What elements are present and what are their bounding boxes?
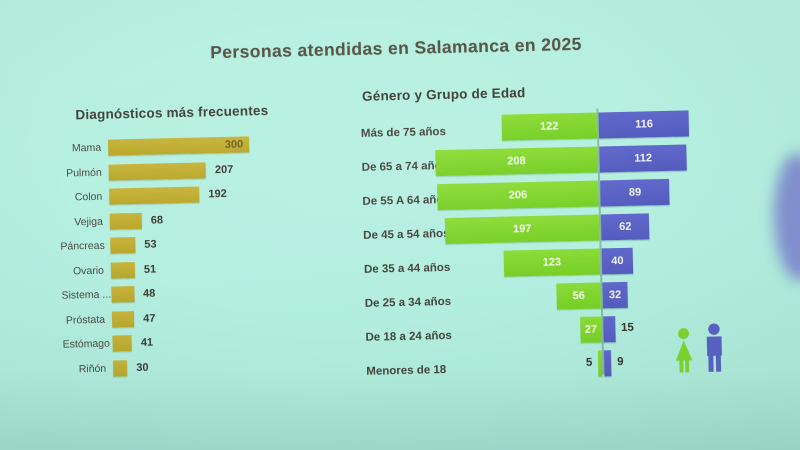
value-label: 51 bbox=[143, 263, 157, 276]
category-label: Estómago bbox=[62, 337, 111, 351]
value-label: 68 bbox=[150, 213, 164, 227]
male-value-label: 15 bbox=[620, 321, 635, 335]
age-group-label: De 35 a 44 años bbox=[363, 261, 451, 276]
bar-row: Riñón 30 bbox=[63, 355, 343, 377]
bar-row: Próstata 47 bbox=[62, 306, 342, 328]
value-label: 47 bbox=[142, 312, 156, 325]
category-label: Páncreas bbox=[60, 239, 105, 253]
pyramid-row: Más de 75 años 122 116 bbox=[356, 109, 756, 144]
category-label: Pulmón bbox=[65, 166, 102, 180]
age-group-label: De 18 a 24 años bbox=[365, 329, 452, 344]
female-value-label: 56 bbox=[572, 289, 586, 303]
diagnosis-bar bbox=[111, 310, 135, 328]
diagnosis-bar: 300 bbox=[107, 136, 250, 156]
value-label: 48 bbox=[142, 287, 156, 300]
pyramid-row: De 55 A 64 años 206 89 bbox=[357, 177, 757, 212]
female-value-label: 5 bbox=[585, 356, 593, 369]
female-person-icon bbox=[675, 328, 693, 373]
male-value-label: 9 bbox=[617, 355, 624, 369]
diagnosis-bar bbox=[110, 237, 136, 254]
male-value-label: 40 bbox=[611, 254, 624, 268]
male-bar: 32 bbox=[602, 281, 628, 309]
female-bar: 122 bbox=[501, 112, 598, 141]
female-value-label: 197 bbox=[512, 223, 532, 236]
diagnosis-bar bbox=[111, 286, 135, 303]
value-label: 300 bbox=[224, 138, 244, 151]
female-bar: 208 bbox=[435, 146, 598, 177]
female-bar: 123 bbox=[503, 248, 601, 277]
male-bar bbox=[603, 350, 612, 377]
female-bar: 197 bbox=[445, 214, 600, 244]
diagnoses-chart-title: Diagnósticos más frecuentes bbox=[75, 102, 269, 123]
bar-row: Páncreas 53 bbox=[60, 232, 340, 254]
category-label: Ovario bbox=[72, 264, 105, 277]
male-bar: 62 bbox=[600, 213, 650, 241]
diagnosis-bar bbox=[109, 212, 142, 230]
pyramid-row: De 65 a 74 años 208 112 bbox=[356, 143, 756, 178]
category-label: Mama bbox=[71, 141, 102, 155]
pyramid-row: De 35 a 44 años 123 40 bbox=[359, 245, 759, 280]
female-bar: 27 bbox=[580, 316, 602, 343]
female-value-label: 27 bbox=[584, 323, 598, 336]
value-label: 53 bbox=[144, 238, 157, 251]
male-bar: 116 bbox=[598, 110, 690, 139]
male-value-label: 32 bbox=[608, 289, 622, 302]
value-label: 207 bbox=[214, 163, 234, 176]
male-person-icon bbox=[706, 323, 722, 372]
age-group-label: De 25 a 34 años bbox=[364, 295, 452, 310]
category-label: Próstata bbox=[65, 313, 106, 327]
diagnoses-bar-chart: Diagnósticos más frecuentes Mama 300 Pulmó… bbox=[57, 101, 343, 385]
category-label: Riñón bbox=[78, 362, 107, 375]
diagnoses-bar-rows: Mama 300 Pulmón 207 Colon 192 Vejiga 68 Páncreas… bbox=[58, 134, 343, 377]
male-value-label: 89 bbox=[628, 186, 642, 199]
male-bar: 112 bbox=[599, 144, 688, 173]
category-label: Colon bbox=[74, 190, 103, 204]
bar-row: Estómago 41 bbox=[62, 330, 342, 352]
bar-row: Vejiga 68 bbox=[60, 208, 340, 230]
age-group-label: De 45 a 54 años bbox=[363, 227, 450, 242]
diagnosis-bar bbox=[109, 186, 200, 205]
pyramid-row: De 45 a 54 años 197 62 bbox=[358, 211, 758, 246]
value-label: 41 bbox=[140, 336, 154, 349]
diagnosis-bar bbox=[112, 335, 133, 352]
male-value-label: 116 bbox=[635, 118, 654, 131]
pyramid-chart-title: Género y Grupo de Edad bbox=[361, 85, 526, 104]
age-group-label: Más de 75 años bbox=[360, 125, 447, 140]
diagnosis-bar bbox=[112, 359, 128, 377]
female-value-label: 123 bbox=[542, 256, 562, 269]
bar-row: Sistema ... 48 bbox=[61, 281, 341, 303]
female-bar: 206 bbox=[437, 180, 599, 211]
age-group-label: Menores de 18 bbox=[366, 363, 447, 378]
diagnosis-bar bbox=[108, 161, 207, 181]
female-bar: 56 bbox=[556, 282, 601, 310]
out-of-focus-object bbox=[772, 152, 800, 282]
gender-legend bbox=[670, 323, 728, 374]
bar-row: Ovario 51 bbox=[61, 257, 341, 279]
category-label: Sistema ... bbox=[61, 288, 112, 302]
bar-row: Pulmón 207 bbox=[59, 159, 339, 181]
value-label: 192 bbox=[208, 187, 227, 201]
bar-row: Mama 300 bbox=[58, 134, 338, 156]
female-value-label: 208 bbox=[507, 155, 526, 168]
category-label: Vejiga bbox=[74, 215, 103, 228]
female-bar bbox=[597, 350, 603, 377]
male-bar bbox=[603, 316, 616, 343]
male-bar: 89 bbox=[600, 178, 671, 207]
value-label: 30 bbox=[136, 361, 149, 374]
male-bar: 40 bbox=[601, 247, 634, 275]
pyramid-row: De 25 a 34 años 56 32 bbox=[359, 279, 759, 314]
diagnosis-bar bbox=[110, 261, 136, 279]
page-title: Personas atendidas en Salamanca en 2025 bbox=[209, 33, 582, 63]
female-value-label: 122 bbox=[539, 120, 559, 133]
male-value-label: 62 bbox=[619, 220, 632, 234]
bar-row: Colon 192 bbox=[59, 183, 339, 205]
female-value-label: 206 bbox=[508, 189, 528, 202]
male-value-label: 112 bbox=[634, 152, 653, 165]
